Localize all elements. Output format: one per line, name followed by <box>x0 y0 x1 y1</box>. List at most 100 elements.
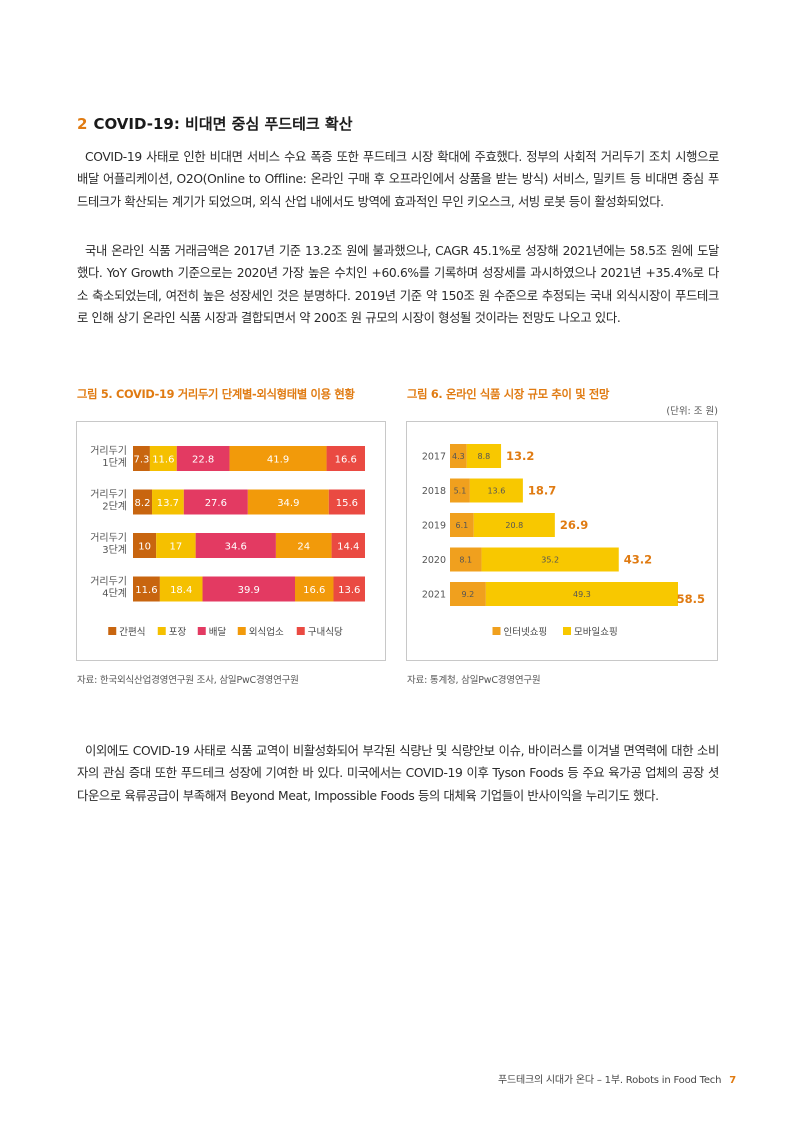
fig5-bar-포장 <box>152 489 184 515</box>
fig6-data-label: 5.1 <box>454 487 467 496</box>
fig6-bar-모바일쇼핑 <box>466 444 502 468</box>
figure5-chart-box: 거리두기 1단계 7.3 11.6 22.8 41.9 16.6 거리두기 2단계 8.2 13.7… <box>76 421 386 661</box>
fig6-legend-swatch-인터넷쇼핑 <box>492 627 501 635</box>
fig5-legend-label: 간편식 <box>119 626 145 638</box>
fig6-year-label: 2018 <box>422 486 446 497</box>
fig6-bar-모바일쇼핑 <box>481 547 619 572</box>
fig5-bar-간편식 <box>133 489 153 515</box>
figure6-chart-box: 2017 4.3 8.8 13.2 2018 5.1 13.6 18.7 2019 6.1 20.8… <box>406 421 718 661</box>
fig6-legend-label: 모바일쇼핑 <box>574 627 618 638</box>
figure6-chart: 2017 4.3 8.8 13.2 2018 5.1 13.6 18.7 2019 6.1 20.8… <box>422 444 705 638</box>
figure6-unit: (단위: 조 원) <box>666 406 718 417</box>
fig5-data-label: 7.3 <box>133 455 149 466</box>
fig5-data-label: 34.9 <box>277 498 299 509</box>
fig5-data-label: 24 <box>297 542 310 553</box>
fig5-bar-배달 <box>202 576 296 602</box>
fig5-data-label: 17 <box>170 542 183 553</box>
fig6-total-label: 18.7 <box>528 484 556 498</box>
fig5-bar-포장 <box>159 576 203 602</box>
fig5-legend-label: 외식업소 <box>249 626 284 638</box>
fig5-data-label: 27.6 <box>205 498 227 509</box>
fig6-bar-인터넷쇼핑 <box>450 582 486 606</box>
fig6-year-label: 2017 <box>422 452 446 463</box>
fig5-bar-포장 <box>149 446 177 471</box>
fig5-category-label: 거리두기 2단계 <box>90 489 127 513</box>
fig6-data-label: 4.3 <box>452 452 465 461</box>
fig5-legend-swatch-포장 <box>157 627 166 635</box>
figure6-title: 그림 6. 온라인 식품 시장 규모 추이 및 전망 <box>407 388 610 401</box>
page-number: 7 <box>729 1075 736 1086</box>
fig5-legend-swatch-외식업소 <box>237 627 246 635</box>
section-title: 2 COVID-19: 비대면 중심 푸드테크 확산 <box>77 113 353 134</box>
figure5-source: 자료: 한국외식산업경영연구원 조사, 삼일PwC경영연구원 <box>77 675 299 686</box>
fig5-legend-label: 구내식당 <box>308 627 343 638</box>
section-number: 2 <box>77 115 88 133</box>
fig5-category-label: 거리두기 4단계 <box>90 576 127 600</box>
fig6-data-label: 6.1 <box>456 521 469 530</box>
fig5-legend-label: 배달 <box>209 626 227 638</box>
fig5-legend-swatch-구내식당 <box>296 627 305 635</box>
fig5-bar-외식업소 <box>295 576 334 602</box>
paragraph-3: 이외에도 COVID-19 사태로 식품 교역이 비활성화되어 부각된 식량난 … <box>77 744 719 803</box>
fig5-legend-label: 포장 <box>169 627 187 638</box>
fig5-data-label: 22.8 <box>192 455 214 466</box>
fig5-category-label: 거리두기 3단계 <box>90 532 127 556</box>
fig6-data-label: 20.8 <box>505 521 523 530</box>
fig6-year-label: 2019 <box>422 521 446 532</box>
figure5-title: 그림 5. COVID-19 거리두기 단계별-외식형태별 이용 현황 <box>77 388 355 401</box>
fig6-data-label: 35.2 <box>541 556 559 565</box>
section-title-text: COVID-19: 비대면 중심 푸드테크 확산 <box>93 115 353 133</box>
fig5-bar-구내식당 <box>328 489 365 515</box>
figure6-source: 자료: 통계청, 삼일PwC경영연구원 <box>407 675 541 686</box>
fig5-data-label: 13.7 <box>157 498 179 509</box>
fig5-data-label: 41.9 <box>267 455 289 466</box>
fig5-data-label: 13.6 <box>338 585 360 596</box>
fig6-year-label: 2020 <box>422 555 446 566</box>
fig6-bar-모바일쇼핑 <box>473 513 555 537</box>
fig5-data-label: 15.6 <box>336 498 358 509</box>
fig5-data-label: 14.4 <box>337 542 359 553</box>
fig5-bar-외식업소 <box>275 533 332 558</box>
paragraph-1: COVID-19 사태로 인한 비대면 서비스 수요 폭증 또한 푸드테크 시장… <box>77 150 719 209</box>
footer-text: 푸드테크의 시대가 온다 – 1부. Robots in Food Tech <box>497 1075 722 1086</box>
fig6-bar-인터넷쇼핑 <box>450 444 467 468</box>
fig5-bar-배달 <box>195 533 276 558</box>
fig6-total-label: 58.5 <box>677 592 705 606</box>
fig5-legend-swatch-배달 <box>197 627 206 635</box>
paragraph-2: 국내 온라인 식품 거래금액은 2017년 기준 13.2조 원에 불과했으나,… <box>77 244 719 326</box>
fig6-legend-label: 인터넷쇼핑 <box>504 627 548 638</box>
fig5-data-label: 39.9 <box>238 585 260 596</box>
fig5-bar-포장 <box>156 533 196 558</box>
fig5-data-label: 18.4 <box>170 585 192 596</box>
fig5-bar-외식업소 <box>247 489 329 515</box>
fig6-bar-모바일쇼핑 <box>485 582 678 606</box>
fig5-bar-구내식당 <box>326 446 365 471</box>
fig5-bar-간편식 <box>133 446 150 471</box>
fig6-year-label: 2021 <box>422 590 446 601</box>
fig5-data-label: 8.2 <box>135 498 151 509</box>
fig5-bar-간편식 <box>133 533 157 558</box>
fig6-data-label: 9.2 <box>462 590 475 599</box>
fig5-category-label: 거리두기 1단계 <box>90 445 127 469</box>
page-footer: 푸드테크의 시대가 온다 – 1부. Robots in Food Tech 7 <box>498 1071 736 1086</box>
fig6-bar-인터넷쇼핑 <box>450 478 470 503</box>
fig5-bar-배달 <box>183 489 248 515</box>
fig6-data-label: 13.6 <box>487 487 505 496</box>
fig5-data-label: 11.6 <box>135 585 157 596</box>
fig5-data-label: 10 <box>138 542 151 553</box>
fig6-data-label: 8.1 <box>459 556 472 565</box>
fig5-data-label: 16.6 <box>303 585 325 596</box>
fig5-bar-간편식 <box>133 576 160 602</box>
fig6-total-label: 13.2 <box>506 449 534 463</box>
fig6-bar-인터넷쇼핑 <box>450 547 482 572</box>
fig5-data-label: 16.6 <box>335 455 357 466</box>
fig6-data-label: 49.3 <box>573 590 591 599</box>
fig6-total-label: 43.2 <box>624 553 652 567</box>
fig5-bar-배달 <box>176 446 230 471</box>
fig5-data-label: 34.6 <box>225 542 247 553</box>
fig6-data-label: 8.8 <box>478 452 491 461</box>
fig5-legend-swatch-간편식 <box>108 627 117 635</box>
fig5-data-label: 11.6 <box>152 455 174 466</box>
fig6-bar-인터넷쇼핑 <box>450 513 474 537</box>
